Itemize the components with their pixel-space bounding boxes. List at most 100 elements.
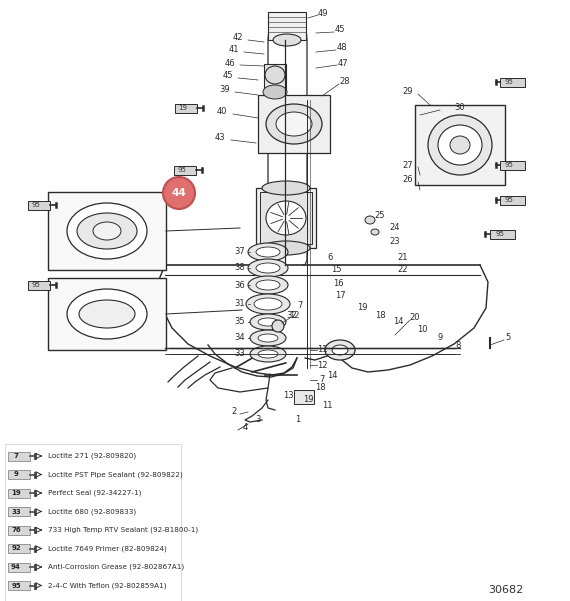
Ellipse shape xyxy=(250,346,286,362)
Ellipse shape xyxy=(93,222,121,240)
Ellipse shape xyxy=(77,213,137,249)
Ellipse shape xyxy=(246,294,290,314)
Text: 95: 95 xyxy=(504,197,514,203)
Text: 23: 23 xyxy=(390,237,400,246)
Bar xyxy=(8,525,30,534)
Text: 12: 12 xyxy=(289,311,299,320)
Text: 45: 45 xyxy=(335,25,345,34)
Text: 7: 7 xyxy=(14,453,18,459)
Bar xyxy=(258,95,330,153)
Ellipse shape xyxy=(250,314,286,330)
Bar xyxy=(415,105,505,185)
Bar xyxy=(8,451,30,460)
Bar xyxy=(28,281,50,290)
Bar xyxy=(8,544,30,553)
Text: 27: 27 xyxy=(402,160,413,169)
Text: 11: 11 xyxy=(317,346,327,355)
Text: 24: 24 xyxy=(390,224,400,233)
Ellipse shape xyxy=(365,216,375,224)
Bar xyxy=(500,196,525,205)
Text: 9: 9 xyxy=(14,472,18,478)
Bar xyxy=(500,78,525,87)
Text: 14: 14 xyxy=(393,317,403,326)
Ellipse shape xyxy=(371,229,379,235)
Text: 95: 95 xyxy=(178,167,186,173)
Text: 19: 19 xyxy=(178,105,188,111)
Text: 20: 20 xyxy=(410,314,420,323)
Ellipse shape xyxy=(265,66,285,84)
Bar xyxy=(28,201,50,210)
Text: 26: 26 xyxy=(402,175,413,185)
Bar xyxy=(264,64,286,92)
Ellipse shape xyxy=(248,243,288,261)
Text: 18: 18 xyxy=(315,383,325,392)
Text: 15: 15 xyxy=(331,266,341,275)
Text: 95: 95 xyxy=(504,79,514,85)
Ellipse shape xyxy=(263,85,287,99)
Text: 95: 95 xyxy=(31,202,40,208)
Text: 34: 34 xyxy=(235,334,245,343)
Ellipse shape xyxy=(248,276,288,294)
Ellipse shape xyxy=(273,34,301,46)
Text: 29: 29 xyxy=(403,88,413,97)
Ellipse shape xyxy=(258,318,278,326)
Ellipse shape xyxy=(438,125,482,165)
Text: 47: 47 xyxy=(337,58,348,67)
Bar xyxy=(175,104,197,113)
Ellipse shape xyxy=(276,112,312,136)
Circle shape xyxy=(163,177,195,209)
Text: 33: 33 xyxy=(11,508,21,514)
Text: Perfect Seal (92-34227-1): Perfect Seal (92-34227-1) xyxy=(48,490,141,496)
Ellipse shape xyxy=(248,259,288,277)
Text: 13: 13 xyxy=(283,391,294,400)
Text: 40: 40 xyxy=(217,108,227,117)
Text: 2: 2 xyxy=(231,407,237,416)
Ellipse shape xyxy=(258,350,278,358)
Text: 30682: 30682 xyxy=(488,585,523,595)
Text: 11: 11 xyxy=(321,401,332,410)
Bar xyxy=(260,192,312,244)
Text: 10: 10 xyxy=(417,326,428,335)
Text: 95: 95 xyxy=(504,162,514,168)
Bar xyxy=(268,12,306,40)
Text: 44: 44 xyxy=(172,188,186,198)
Text: 5: 5 xyxy=(506,334,511,343)
Bar xyxy=(500,161,525,170)
Text: 18: 18 xyxy=(374,311,385,320)
Bar xyxy=(294,390,314,404)
Text: 42: 42 xyxy=(233,34,243,43)
Text: 94: 94 xyxy=(11,564,21,570)
Ellipse shape xyxy=(256,247,280,257)
Bar xyxy=(8,489,30,498)
Text: 95: 95 xyxy=(31,282,40,288)
Ellipse shape xyxy=(258,334,278,342)
Bar xyxy=(8,563,30,572)
Text: 38: 38 xyxy=(235,263,245,272)
Ellipse shape xyxy=(262,181,310,195)
Ellipse shape xyxy=(67,203,147,259)
Ellipse shape xyxy=(266,104,322,144)
Text: 33: 33 xyxy=(235,350,245,359)
Text: Loctite 7649 Primer (82-809824): Loctite 7649 Primer (82-809824) xyxy=(48,545,167,552)
Ellipse shape xyxy=(256,280,280,290)
Text: 6: 6 xyxy=(327,254,333,263)
Text: 43: 43 xyxy=(215,133,225,142)
Text: 12: 12 xyxy=(317,361,327,370)
Text: 46: 46 xyxy=(225,58,235,67)
Bar xyxy=(48,278,166,350)
Ellipse shape xyxy=(428,115,492,175)
Text: 7: 7 xyxy=(319,376,325,385)
Bar xyxy=(8,470,30,479)
Text: 1: 1 xyxy=(295,415,300,424)
Bar xyxy=(174,166,196,175)
Text: 21: 21 xyxy=(398,254,408,263)
Circle shape xyxy=(272,320,284,332)
Text: 17: 17 xyxy=(335,291,345,300)
Text: 19: 19 xyxy=(11,490,21,496)
Text: 31: 31 xyxy=(235,299,245,308)
Text: 14: 14 xyxy=(327,370,337,379)
Text: 49: 49 xyxy=(317,8,328,17)
Ellipse shape xyxy=(67,289,147,339)
Ellipse shape xyxy=(325,340,355,360)
Text: Loctite 680 (92-809833): Loctite 680 (92-809833) xyxy=(48,508,136,514)
